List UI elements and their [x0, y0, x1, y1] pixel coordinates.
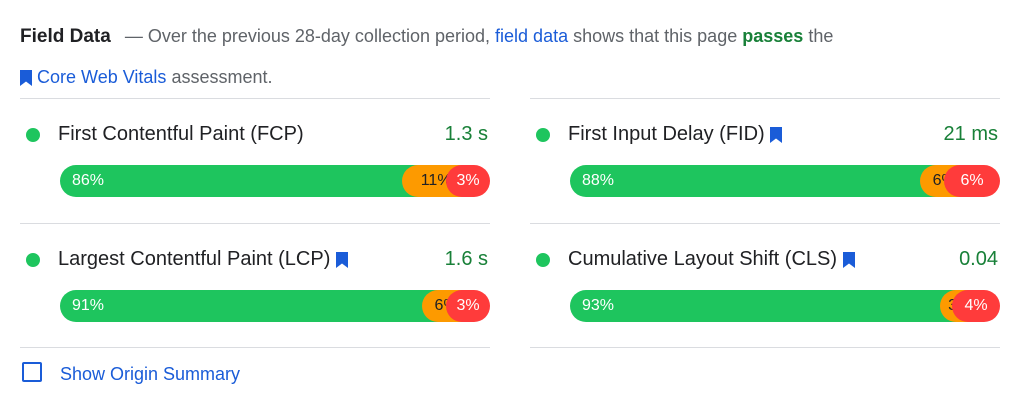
metric-name: First Contentful Paint (FCP): [58, 123, 304, 145]
metric-fcp: First Contentful Paint (FCP) 1.3 s 86% 1…: [20, 98, 490, 224]
poor-segment: 4%: [952, 290, 1000, 322]
metric-value: 1.3 s: [444, 123, 488, 145]
passes-text: passes: [742, 26, 804, 46]
distribution-bar: 93% 3% 4%: [570, 290, 1000, 322]
bookmark-icon[interactable]: [335, 251, 348, 268]
bookmark-icon: [20, 70, 32, 87]
bookmark-icon[interactable]: [770, 126, 783, 143]
divider: [530, 347, 1000, 348]
distribution-bar: 88% 6% 6%: [570, 165, 1000, 197]
distribution-bar: 91% 6% 3%: [60, 290, 490, 322]
intro-dash: —: [124, 26, 143, 46]
field-data-title: Field Data: [20, 26, 111, 47]
intro-text-middle: shows that this page: [573, 26, 738, 46]
divider: [20, 347, 490, 348]
metric-lcp: Largest Contentful Paint (LCP) 1.6 s 91%…: [20, 223, 490, 348]
metric-cls: Cumulative Layout Shift (CLS) 0.04 93% 3…: [530, 223, 1000, 348]
status-dot-good: [536, 128, 550, 142]
metric-name-text: First Input Delay (FID): [568, 123, 765, 145]
intro-text-after-pass: the: [808, 26, 834, 46]
distribution-bar: 86% 11% 3%: [60, 165, 490, 197]
metric-fid: First Input Delay (FID) 21 ms 88% 6% 6%: [530, 98, 1000, 224]
poor-segment: 6%: [944, 165, 1000, 197]
poor-segment: 3%: [446, 165, 490, 197]
metric-value: 21 ms: [943, 123, 998, 145]
poor-segment: 3%: [446, 290, 490, 322]
intro-text-before-link: Over the previous 28-day collection peri…: [147, 26, 491, 46]
field-data-link[interactable]: field data: [495, 26, 569, 46]
origin-summary-checkbox[interactable]: [22, 362, 42, 382]
good-segment: 93%: [570, 290, 957, 322]
good-segment: 86%: [60, 165, 419, 197]
bookmark-icon[interactable]: [842, 251, 855, 268]
status-dot-good: [26, 128, 40, 142]
metric-name-text: Cumulative Layout Shift (CLS): [568, 248, 838, 270]
metric-value: 0.04: [959, 248, 998, 270]
intro-text-end: assessment.: [171, 67, 273, 87]
status-dot-good: [26, 253, 40, 267]
status-dot-good: [536, 253, 550, 267]
metric-name-text: Largest Contentful Paint (LCP): [58, 248, 331, 270]
core-web-vitals-link[interactable]: Core Web Vitals: [37, 67, 167, 87]
good-segment: 91%: [60, 290, 439, 322]
field-data-intro: Field Data — Over the previous 28-day col…: [20, 16, 1000, 97]
metric-name: Cumulative Layout Shift (CLS): [568, 244, 855, 274]
metric-name: First Input Delay (FID): [568, 119, 783, 149]
good-segment: 88%: [570, 165, 937, 197]
metric-value: 1.6 s: [444, 248, 488, 270]
metric-name: Largest Contentful Paint (LCP): [58, 244, 348, 274]
origin-summary-label: Show Origin Summary: [60, 364, 241, 384]
